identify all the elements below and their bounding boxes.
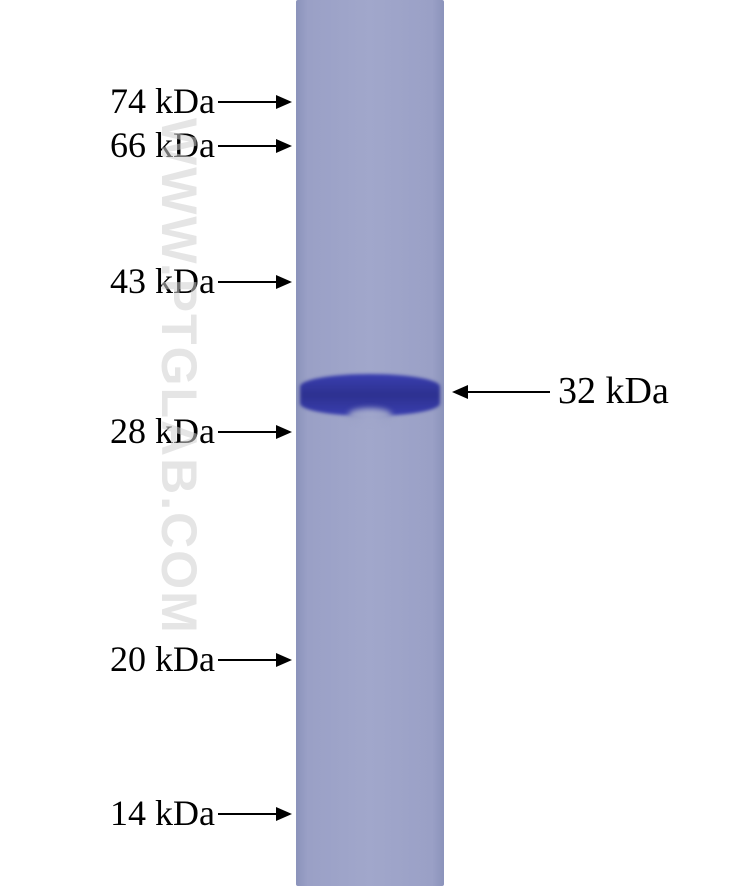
arrow-head-right-icon bbox=[276, 275, 292, 289]
arrow-line bbox=[468, 391, 550, 393]
arrow-head-right-icon bbox=[276, 139, 292, 153]
marker-arrow bbox=[218, 275, 292, 289]
arrow-line bbox=[218, 281, 276, 283]
arrow-line bbox=[218, 813, 276, 815]
watermark-text: WWW.PTGLAB.COM bbox=[150, 118, 208, 635]
target-band-label: 32 kDa bbox=[558, 369, 669, 413]
protein-band-dip bbox=[348, 408, 392, 422]
target-band-arrow bbox=[452, 385, 550, 399]
marker-arrow bbox=[218, 139, 292, 153]
arrow-line bbox=[218, 659, 276, 661]
marker-label: 74 kDa bbox=[110, 80, 215, 122]
arrow-head-right-icon bbox=[276, 425, 292, 439]
marker-arrow bbox=[218, 807, 292, 821]
arrow-line bbox=[218, 145, 276, 147]
marker-arrow bbox=[218, 95, 292, 109]
marker-arrow bbox=[218, 653, 292, 667]
arrow-head-right-icon bbox=[276, 807, 292, 821]
arrow-line bbox=[218, 431, 276, 433]
arrow-head-left-icon bbox=[452, 385, 468, 399]
marker-label: 20 kDa bbox=[110, 638, 215, 680]
marker-label: 43 kDa bbox=[110, 260, 215, 302]
arrow-line bbox=[218, 101, 276, 103]
marker-label: 28 kDa bbox=[110, 410, 215, 452]
marker-label: 14 kDa bbox=[110, 792, 215, 834]
marker-arrow bbox=[218, 425, 292, 439]
gel-lane bbox=[296, 0, 444, 886]
arrow-head-right-icon bbox=[276, 653, 292, 667]
arrow-head-right-icon bbox=[276, 95, 292, 109]
marker-label: 66 kDa bbox=[110, 124, 215, 166]
